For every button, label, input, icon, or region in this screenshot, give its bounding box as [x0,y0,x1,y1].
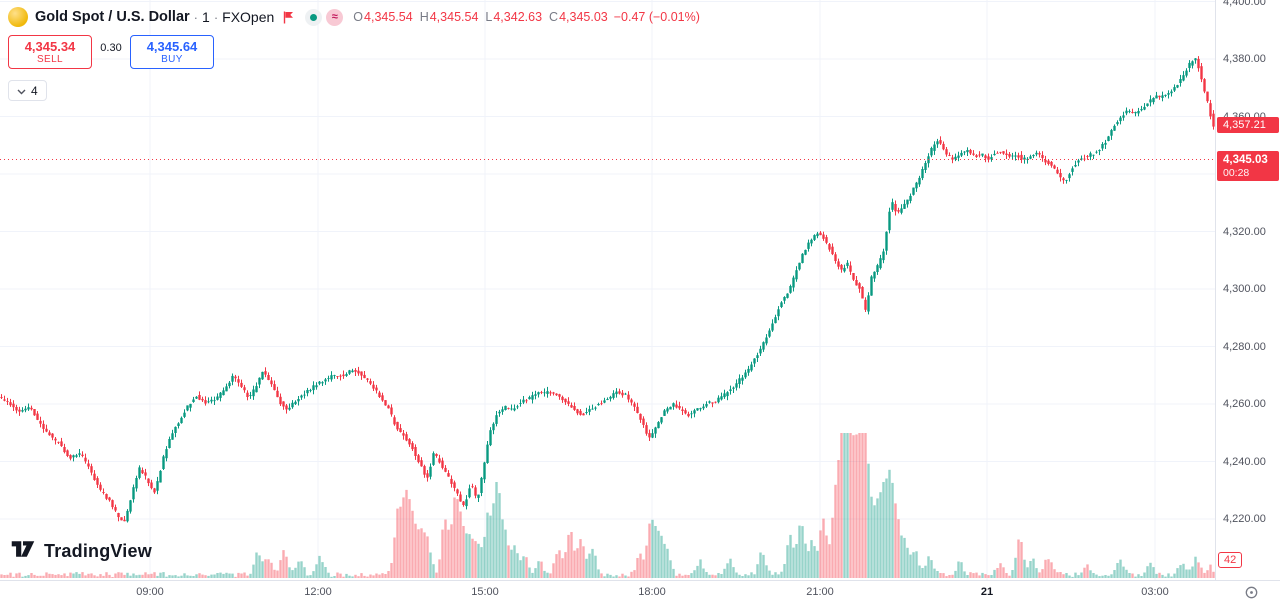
buy-price: 4,345.64 [146,38,198,54]
watermark-brand: TradingView [44,541,152,561]
change-value: −0.47 (−0.01%) [613,10,700,24]
separator-dot: · [193,9,199,25]
buy-sell-panel: 4,345.34 SELL 0.30 4,345.64 BUY [8,35,214,69]
secondary-price-badge: 4,357.21 [1217,116,1279,133]
price-axis-label: 4,220.00 [1223,513,1266,525]
sell-button[interactable]: 4,345.34 SELL [8,35,92,69]
buy-label: BUY [161,53,183,65]
ohlc-readout: O 4,345.54 H 4,345.54 L 4,342.63 C 4,345… [353,10,700,24]
time-axis-label: 15:00 [471,586,499,598]
spread-value: 0.30 [100,42,122,54]
high-label: H [419,10,429,24]
time-axis-label: 12:00 [304,586,332,598]
price-axis-label: 4,260.00 [1223,398,1266,410]
high-value: 4,345.54 [429,10,479,24]
price-axis-label: 4,400.00 [1223,0,1266,8]
separator-dot: · [213,9,219,25]
gold-symbol-logo-icon [8,7,28,27]
symbol-title[interactable]: Gold Spot / U.S. Dollar [35,9,190,25]
time-axis-label: 03:00 [1141,586,1169,598]
low-value: 4,342.63 [493,10,543,24]
time-axis-label: 18:00 [638,586,666,598]
volume-value-badge: 42 [1218,552,1243,568]
indicator-approx-icon[interactable]: ≈ [326,8,344,26]
price-axis-label: 4,240.00 [1223,455,1266,468]
bar-countdown: 00:28 [1223,166,1250,179]
tradingview-watermark[interactable]: TradingView [10,537,152,566]
price-axis-label: 4,320.00 [1223,225,1266,238]
interval-value[interactable]: 1 [202,9,210,25]
sell-price: 4,345.34 [24,38,76,54]
candlestick-chart[interactable] [0,0,1215,580]
timezone-clock-icon[interactable] [1245,586,1258,599]
open-label: O [353,10,364,24]
close-label: C [549,10,559,24]
sell-label: SELL [36,53,64,65]
time-axis[interactable]: 09:00 12:00 15:00 18:00 21:00 21 03:00 [0,580,1280,604]
time-axis-label: 09:00 [136,586,164,598]
tradingview-logo-icon [10,537,36,566]
secondary-price-value: 4,357.21 [1223,118,1266,131]
price-axis-label: 4,280.00 [1223,340,1266,353]
last-price-value: 4,345.03 [1223,153,1268,166]
chevron-down-icon [17,84,26,98]
time-axis-label: 21:00 [806,586,834,598]
object-count: 4 [31,83,38,98]
price-axis-label: 4,380.00 [1223,53,1266,65]
close-value: 4,345.03 [559,10,608,24]
legend-toggle-button[interactable]: 4 [8,80,47,101]
last-price-badge: 4,345.03 00:28 [1217,150,1279,181]
time-axis-label: 21 [980,586,994,598]
price-axis[interactable]: 4,357.21 4,345.03 00:28 42 4,400.00 4,380… [1215,0,1280,580]
symbol-legend[interactable]: Gold Spot / U.S. Dollar · 1 · FXOpen ≈ O… [8,7,700,27]
flag-icon[interactable] [283,11,294,24]
exchange-name: FXOpen [222,9,275,25]
buy-button[interactable]: 4,345.64 BUY [130,35,214,69]
low-label: L [485,10,493,24]
indicator-dot-icon[interactable] [305,8,323,26]
price-axis-label: 4,300.00 [1223,283,1266,295]
open-value: 4,345.54 [364,10,413,24]
